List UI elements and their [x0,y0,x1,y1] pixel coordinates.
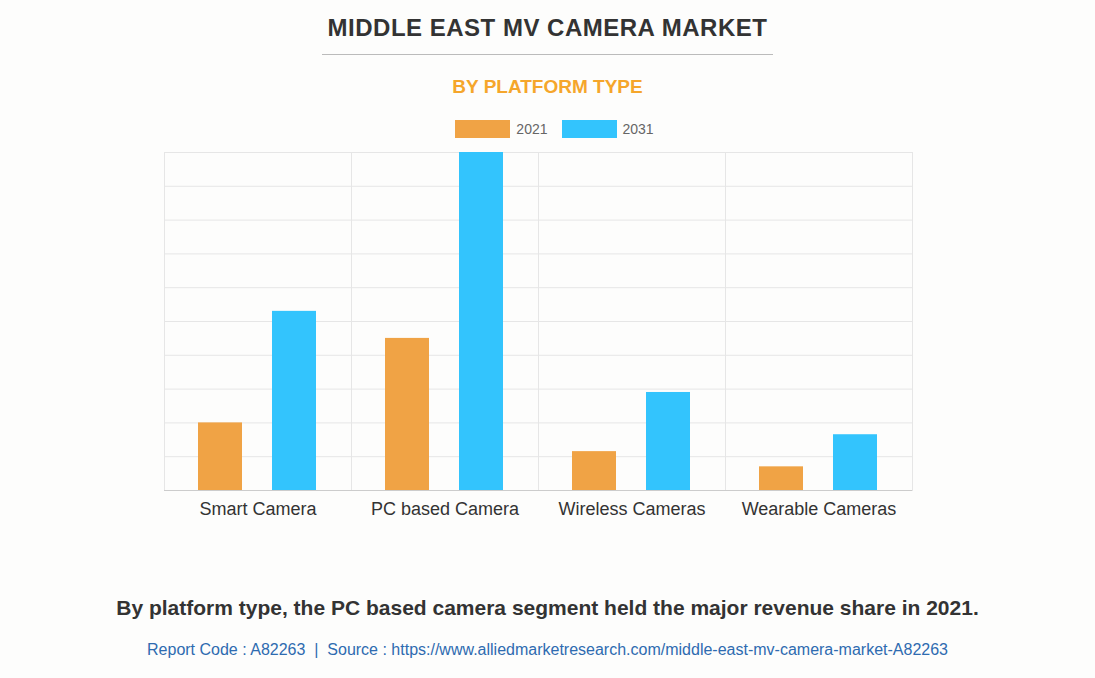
svg-text:Smart Camera: Smart Camera [199,499,317,519]
svg-text:Wireless Cameras: Wireless Cameras [558,499,705,519]
html-text:By platform type, the PC based: By platform type, the PC based camera se… [116,596,979,619]
html-text:2031: 2031 [622,121,654,137]
html-text:BY PLATFORM TYPE: BY PLATFORM TYPE [452,76,643,97]
svg-text:PC based Camera: PC based Camera [371,499,520,519]
html-text:2021: 2021 [516,121,548,137]
svg-text:Wearable Cameras: Wearable Cameras [742,499,897,519]
html-text:Report Code : A82263 | Source: Report Code : A82263 | Source : https://… [147,641,948,658]
html-text:MIDDLE EAST MV CAMERA MARKET: MIDDLE EAST MV CAMERA MARKET [327,14,768,41]
